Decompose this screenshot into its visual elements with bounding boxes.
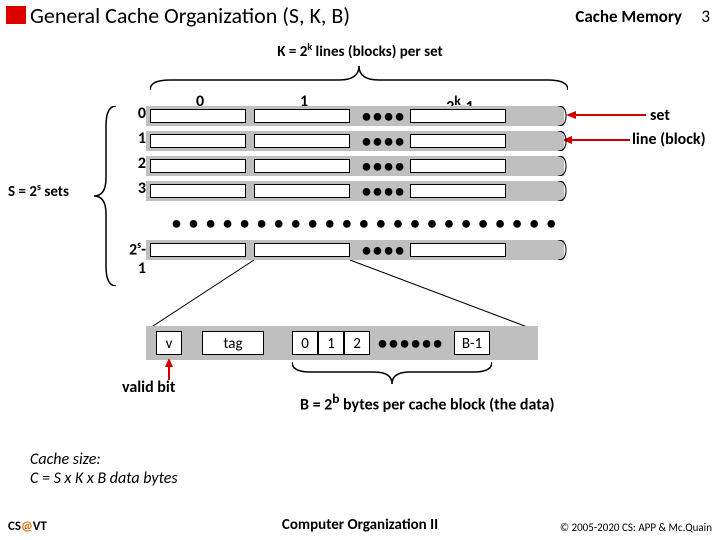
cache-line: [410, 134, 506, 148]
set-brace: [558, 131, 568, 151]
row-label: 3: [122, 179, 146, 198]
detail-byte-ellipsis: • • • • • •: [378, 332, 441, 354]
row-label: 2s-1: [122, 238, 146, 278]
valid-bit-label: valid bit: [122, 378, 175, 397]
cache-size-line2: C = S x K x B data bytes: [30, 469, 178, 488]
valid-bit-arrow: [160, 358, 178, 380]
cache-line: [150, 134, 246, 148]
detail-v: v: [156, 331, 182, 355]
cache-line: [150, 159, 246, 173]
legend-line-arrow: [562, 133, 630, 147]
cache-line: [150, 184, 246, 198]
legend-set-label: set: [650, 106, 670, 125]
cache-line: [150, 109, 246, 123]
k-lines-label: K = 2k lines (blocks) per set: [0, 40, 720, 61]
cache-line: [410, 243, 506, 257]
page-title: General Cache Organization (S, K, B): [30, 2, 350, 29]
cache-size-line1: Cache size:: [30, 450, 101, 469]
set-brace: [558, 106, 568, 126]
cache-line: [254, 184, 350, 198]
detail-tag: tag: [202, 331, 264, 355]
left-brace: [88, 106, 120, 286]
bytes-brace: [292, 362, 492, 388]
cache-line: [150, 243, 246, 257]
top-brace: [150, 60, 568, 94]
detail-byte-0: 0: [292, 331, 318, 355]
cache-line: [254, 134, 350, 148]
set-brace: [558, 156, 568, 176]
cache-line: [254, 243, 350, 257]
footer-right: © 2005-2020 CS: APP & Mc.Quain: [560, 521, 712, 534]
cache-size-text: Cache size: C = S x K x B data bytes: [30, 450, 178, 488]
line-ellipsis: • • • •: [362, 180, 403, 202]
row-label: 2: [122, 154, 146, 173]
chapter-label: Cache Memory: [575, 6, 682, 27]
accent-bar: [6, 6, 26, 24]
projection-lines: [150, 260, 570, 330]
row-label: 0: [122, 104, 146, 123]
s-sets-label: S = 2s sets: [8, 180, 69, 201]
cache-line: [254, 109, 350, 123]
cache-line: [410, 184, 506, 198]
line-ellipsis: • • • •: [362, 155, 403, 177]
cache-line: [410, 159, 506, 173]
bytes-label: B = 2b bytes per cache block (the data): [300, 390, 555, 414]
line-ellipsis: • • • •: [362, 239, 403, 261]
cache-line: [254, 159, 350, 173]
line-ellipsis: • • • •: [362, 105, 403, 127]
line-ellipsis: • • • •: [362, 130, 403, 152]
set-brace: [558, 240, 568, 260]
cache-line: [410, 109, 506, 123]
detail-byte-1: 1: [318, 331, 344, 355]
detail-byte-2: 2: [344, 331, 370, 355]
page-number: 3: [701, 6, 710, 27]
row-label: 1: [122, 129, 146, 148]
set-brace: [558, 181, 568, 201]
legend-line-label: line (block): [632, 130, 706, 149]
detail-byte-last: B-1: [454, 331, 490, 355]
legend-set-arrow: [566, 108, 646, 122]
